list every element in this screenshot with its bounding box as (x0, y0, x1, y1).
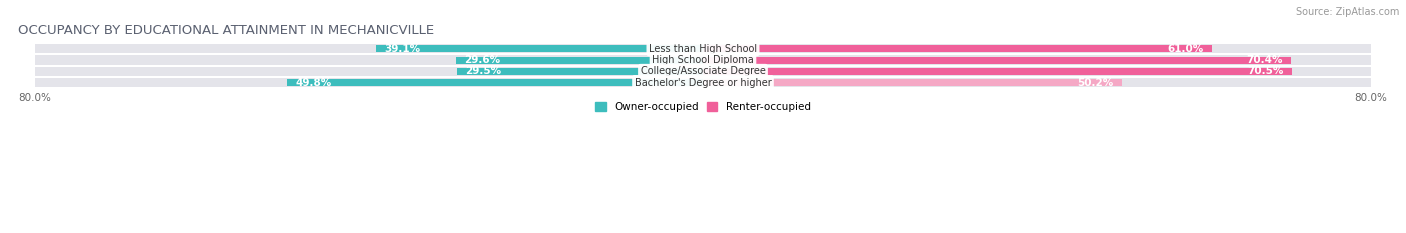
Bar (35, 44, 703, 53)
Text: 70.4%: 70.4% (1246, 55, 1282, 65)
Text: Less than High School: Less than High School (650, 44, 756, 54)
Text: 29.5%: 29.5% (465, 66, 501, 76)
Text: Bachelor's Degree or higher: Bachelor's Degree or higher (634, 78, 772, 88)
Text: College/Associate Degree: College/Associate Degree (641, 66, 765, 76)
Bar (377, 45, 703, 52)
Bar (35, 55, 703, 65)
Bar (703, 67, 1371, 76)
Bar (703, 55, 1371, 65)
Bar (35, 78, 703, 87)
Text: 49.8%: 49.8% (295, 78, 332, 88)
Text: Source: ZipAtlas.com: Source: ZipAtlas.com (1295, 7, 1399, 17)
Text: 50.2%: 50.2% (1077, 78, 1114, 88)
Text: 70.5%: 70.5% (1247, 66, 1284, 76)
Bar (456, 57, 703, 64)
Bar (703, 44, 1371, 53)
Legend: Owner-occupied, Renter-occupied: Owner-occupied, Renter-occupied (595, 102, 811, 112)
Bar (703, 57, 1291, 64)
Bar (703, 78, 1371, 87)
Bar (457, 68, 703, 75)
Bar (287, 79, 703, 86)
Bar (703, 68, 1292, 75)
Text: High School Diploma: High School Diploma (652, 55, 754, 65)
Text: 39.1%: 39.1% (385, 44, 420, 54)
Text: OCCUPANCY BY EDUCATIONAL ATTAINMENT IN MECHANICVILLE: OCCUPANCY BY EDUCATIONAL ATTAINMENT IN M… (18, 24, 434, 37)
Bar (703, 79, 1122, 86)
Text: 29.6%: 29.6% (464, 55, 501, 65)
Bar (703, 45, 1212, 52)
Text: 61.0%: 61.0% (1168, 44, 1204, 54)
Bar (35, 67, 703, 76)
